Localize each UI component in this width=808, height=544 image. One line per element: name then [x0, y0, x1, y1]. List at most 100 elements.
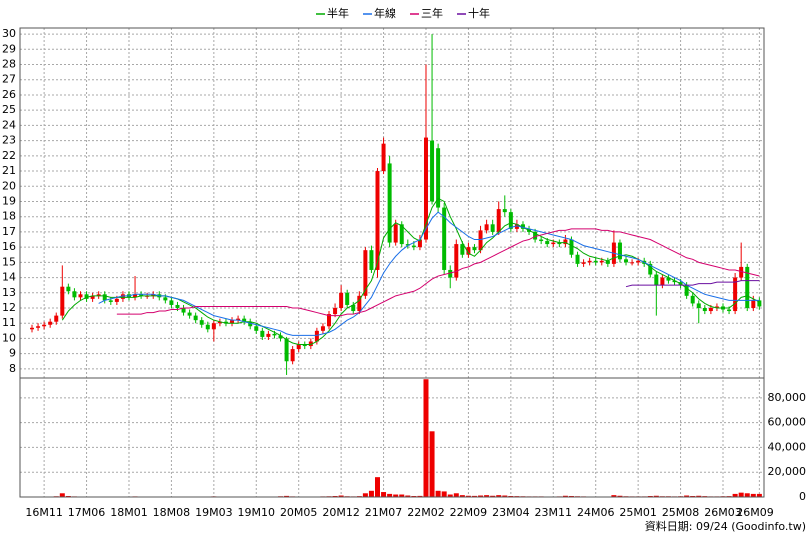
- x-tick-label: 25M08: [662, 506, 700, 519]
- candle-body: [569, 239, 574, 255]
- volume-bar: [447, 494, 453, 497]
- x-tick-label: 19M03: [195, 506, 233, 519]
- candle-body: [436, 148, 441, 208]
- volume-bar: [617, 495, 623, 497]
- volume-bar: [611, 495, 617, 497]
- y2-tick-label: 0: [799, 490, 806, 503]
- volume-bar: [405, 495, 411, 497]
- x-tick-label: 18M01: [110, 506, 148, 519]
- candle-body: [630, 262, 635, 264]
- x-tick-label: 23M11: [535, 506, 573, 519]
- y-tick-label: 15: [2, 255, 16, 268]
- x-tick-label: 19M10: [238, 506, 276, 519]
- candle-body: [72, 291, 77, 298]
- candle-body: [278, 335, 283, 339]
- volume-bar: [435, 490, 441, 497]
- volume-bar: [453, 493, 459, 497]
- y-tick-label: 13: [2, 286, 16, 299]
- source-note: 資料日期: 09/24 (Goodinfo.tw): [645, 519, 806, 533]
- candle-body: [223, 321, 228, 324]
- candle-body: [757, 300, 762, 307]
- candle-body: [381, 143, 386, 172]
- candle-body: [751, 300, 756, 308]
- ma-line: [625, 280, 760, 288]
- volume-bar: [471, 495, 477, 497]
- volume-bar: [284, 495, 290, 497]
- candle-body: [690, 295, 695, 304]
- candle-body: [684, 285, 689, 296]
- y-tick-label: 23: [2, 134, 16, 147]
- volume-bar: [375, 477, 380, 497]
- y-tick-label: 29: [2, 42, 16, 55]
- candle-body: [266, 333, 271, 337]
- candle-body: [460, 244, 465, 255]
- candle-body: [587, 260, 592, 263]
- y-tick-label: 11: [2, 316, 16, 329]
- candle-body: [102, 294, 107, 301]
- candle-body: [333, 308, 338, 315]
- y-tick-label: 9: [9, 347, 16, 360]
- y-tick-label: 8: [9, 362, 16, 375]
- candle-body: [666, 277, 671, 281]
- candle-body: [199, 320, 204, 325]
- candle-body: [617, 242, 622, 260]
- x-tick-label: 21M07: [365, 506, 403, 519]
- legend-label: 十年: [468, 6, 490, 20]
- candle-body: [654, 274, 659, 286]
- volume-bar: [496, 495, 502, 497]
- candle-body: [581, 262, 586, 264]
- x-tick-label: 24M06: [577, 506, 615, 519]
- candle-body: [496, 209, 501, 232]
- volume-bar: [744, 493, 750, 497]
- candle-body: [230, 320, 235, 324]
- candle-body: [327, 314, 332, 327]
- candle-body: [169, 300, 174, 305]
- volume-bar: [696, 495, 702, 497]
- x-tick-label: 16M11: [25, 506, 63, 519]
- candle-body: [417, 239, 422, 248]
- x-tick-label: 26M09: [736, 506, 774, 519]
- candle-body: [151, 294, 156, 296]
- candle-body: [345, 292, 350, 305]
- candle-body: [514, 224, 519, 229]
- candle-body: [520, 224, 525, 229]
- candle-body: [484, 224, 489, 231]
- y-tick-label: 20: [2, 179, 16, 192]
- plot-frame: [19, 27, 765, 498]
- candle-body: [351, 304, 356, 312]
- candle-body: [284, 338, 289, 362]
- candle-body: [139, 294, 144, 296]
- candle-body: [48, 321, 53, 325]
- volume-bar: [750, 493, 756, 497]
- candle-body: [387, 163, 392, 243]
- candle-body: [272, 333, 277, 336]
- volume-bar: [738, 492, 744, 497]
- candle-body: [727, 309, 732, 312]
- candle-body: [539, 239, 544, 242]
- y-tick-label: 12: [2, 301, 16, 314]
- volume-bar: [484, 495, 490, 497]
- candle-body: [36, 326, 41, 328]
- y-tick-label: 30: [2, 27, 16, 40]
- volume-bar: [381, 492, 387, 497]
- candle-body: [78, 294, 83, 298]
- volume-bar: [423, 379, 429, 497]
- y2-tick-label: 40,000: [768, 440, 807, 453]
- volume-bar: [417, 495, 423, 497]
- y2-tick-label: 60,000: [768, 416, 807, 429]
- candle-body: [248, 321, 253, 327]
- y2-tick-label: 20,000: [768, 465, 807, 478]
- x-tick-label: 17M06: [68, 506, 106, 519]
- candle-body: [42, 324, 47, 327]
- y-tick-label: 19: [2, 194, 16, 207]
- volume-bar: [478, 495, 484, 497]
- candle-body: [393, 224, 398, 243]
- y-tick-label: 10: [2, 331, 16, 344]
- volume-bar: [362, 493, 368, 497]
- candle-body: [30, 327, 34, 330]
- ma-line: [116, 228, 760, 317]
- volume-bar: [368, 490, 374, 497]
- candle-body: [593, 260, 598, 263]
- candle-body: [739, 266, 744, 278]
- candle-body: [242, 318, 247, 322]
